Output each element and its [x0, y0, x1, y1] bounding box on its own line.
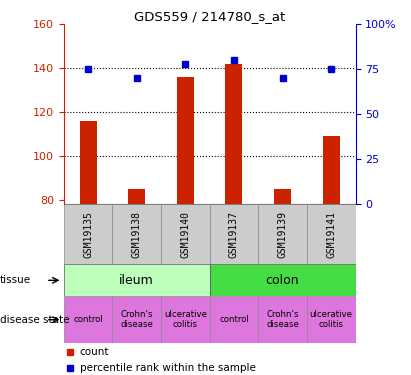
Bar: [112, 296, 161, 343]
Bar: [161, 204, 210, 264]
Bar: [210, 296, 258, 343]
Bar: [64, 296, 112, 343]
Bar: [161, 296, 210, 343]
Text: ulcerative
colitis: ulcerative colitis: [164, 310, 207, 329]
Text: Crohn's
disease: Crohn's disease: [266, 310, 299, 329]
Bar: [210, 264, 356, 296]
Text: control: control: [219, 315, 249, 324]
Bar: [64, 204, 112, 264]
Title: GDS559 / 214780_s_at: GDS559 / 214780_s_at: [134, 10, 285, 23]
Text: Crohn's
disease: Crohn's disease: [120, 310, 153, 329]
Text: GSM19137: GSM19137: [229, 211, 239, 258]
Bar: [274, 189, 291, 204]
Text: GSM19141: GSM19141: [326, 211, 336, 258]
Text: count: count: [80, 347, 109, 357]
Bar: [258, 296, 307, 343]
Bar: [79, 121, 97, 204]
Text: GSM19135: GSM19135: [83, 211, 93, 258]
Bar: [225, 64, 242, 204]
Bar: [128, 189, 145, 204]
Bar: [64, 264, 210, 296]
Bar: [323, 136, 340, 204]
Text: disease state: disease state: [0, 315, 69, 325]
Text: tissue: tissue: [0, 275, 31, 285]
Bar: [210, 204, 258, 264]
Bar: [307, 296, 356, 343]
Text: percentile rank within the sample: percentile rank within the sample: [80, 363, 256, 373]
Text: ulcerative
colitis: ulcerative colitis: [310, 310, 353, 329]
Text: GSM19138: GSM19138: [132, 211, 142, 258]
Text: GSM19140: GSM19140: [180, 211, 190, 258]
Text: ileum: ileum: [119, 274, 154, 287]
Text: colon: colon: [266, 274, 299, 287]
Text: GSM19139: GSM19139: [277, 211, 288, 258]
Bar: [258, 204, 307, 264]
Bar: [112, 204, 161, 264]
Text: control: control: [73, 315, 103, 324]
Bar: [177, 77, 194, 204]
Bar: [307, 204, 356, 264]
